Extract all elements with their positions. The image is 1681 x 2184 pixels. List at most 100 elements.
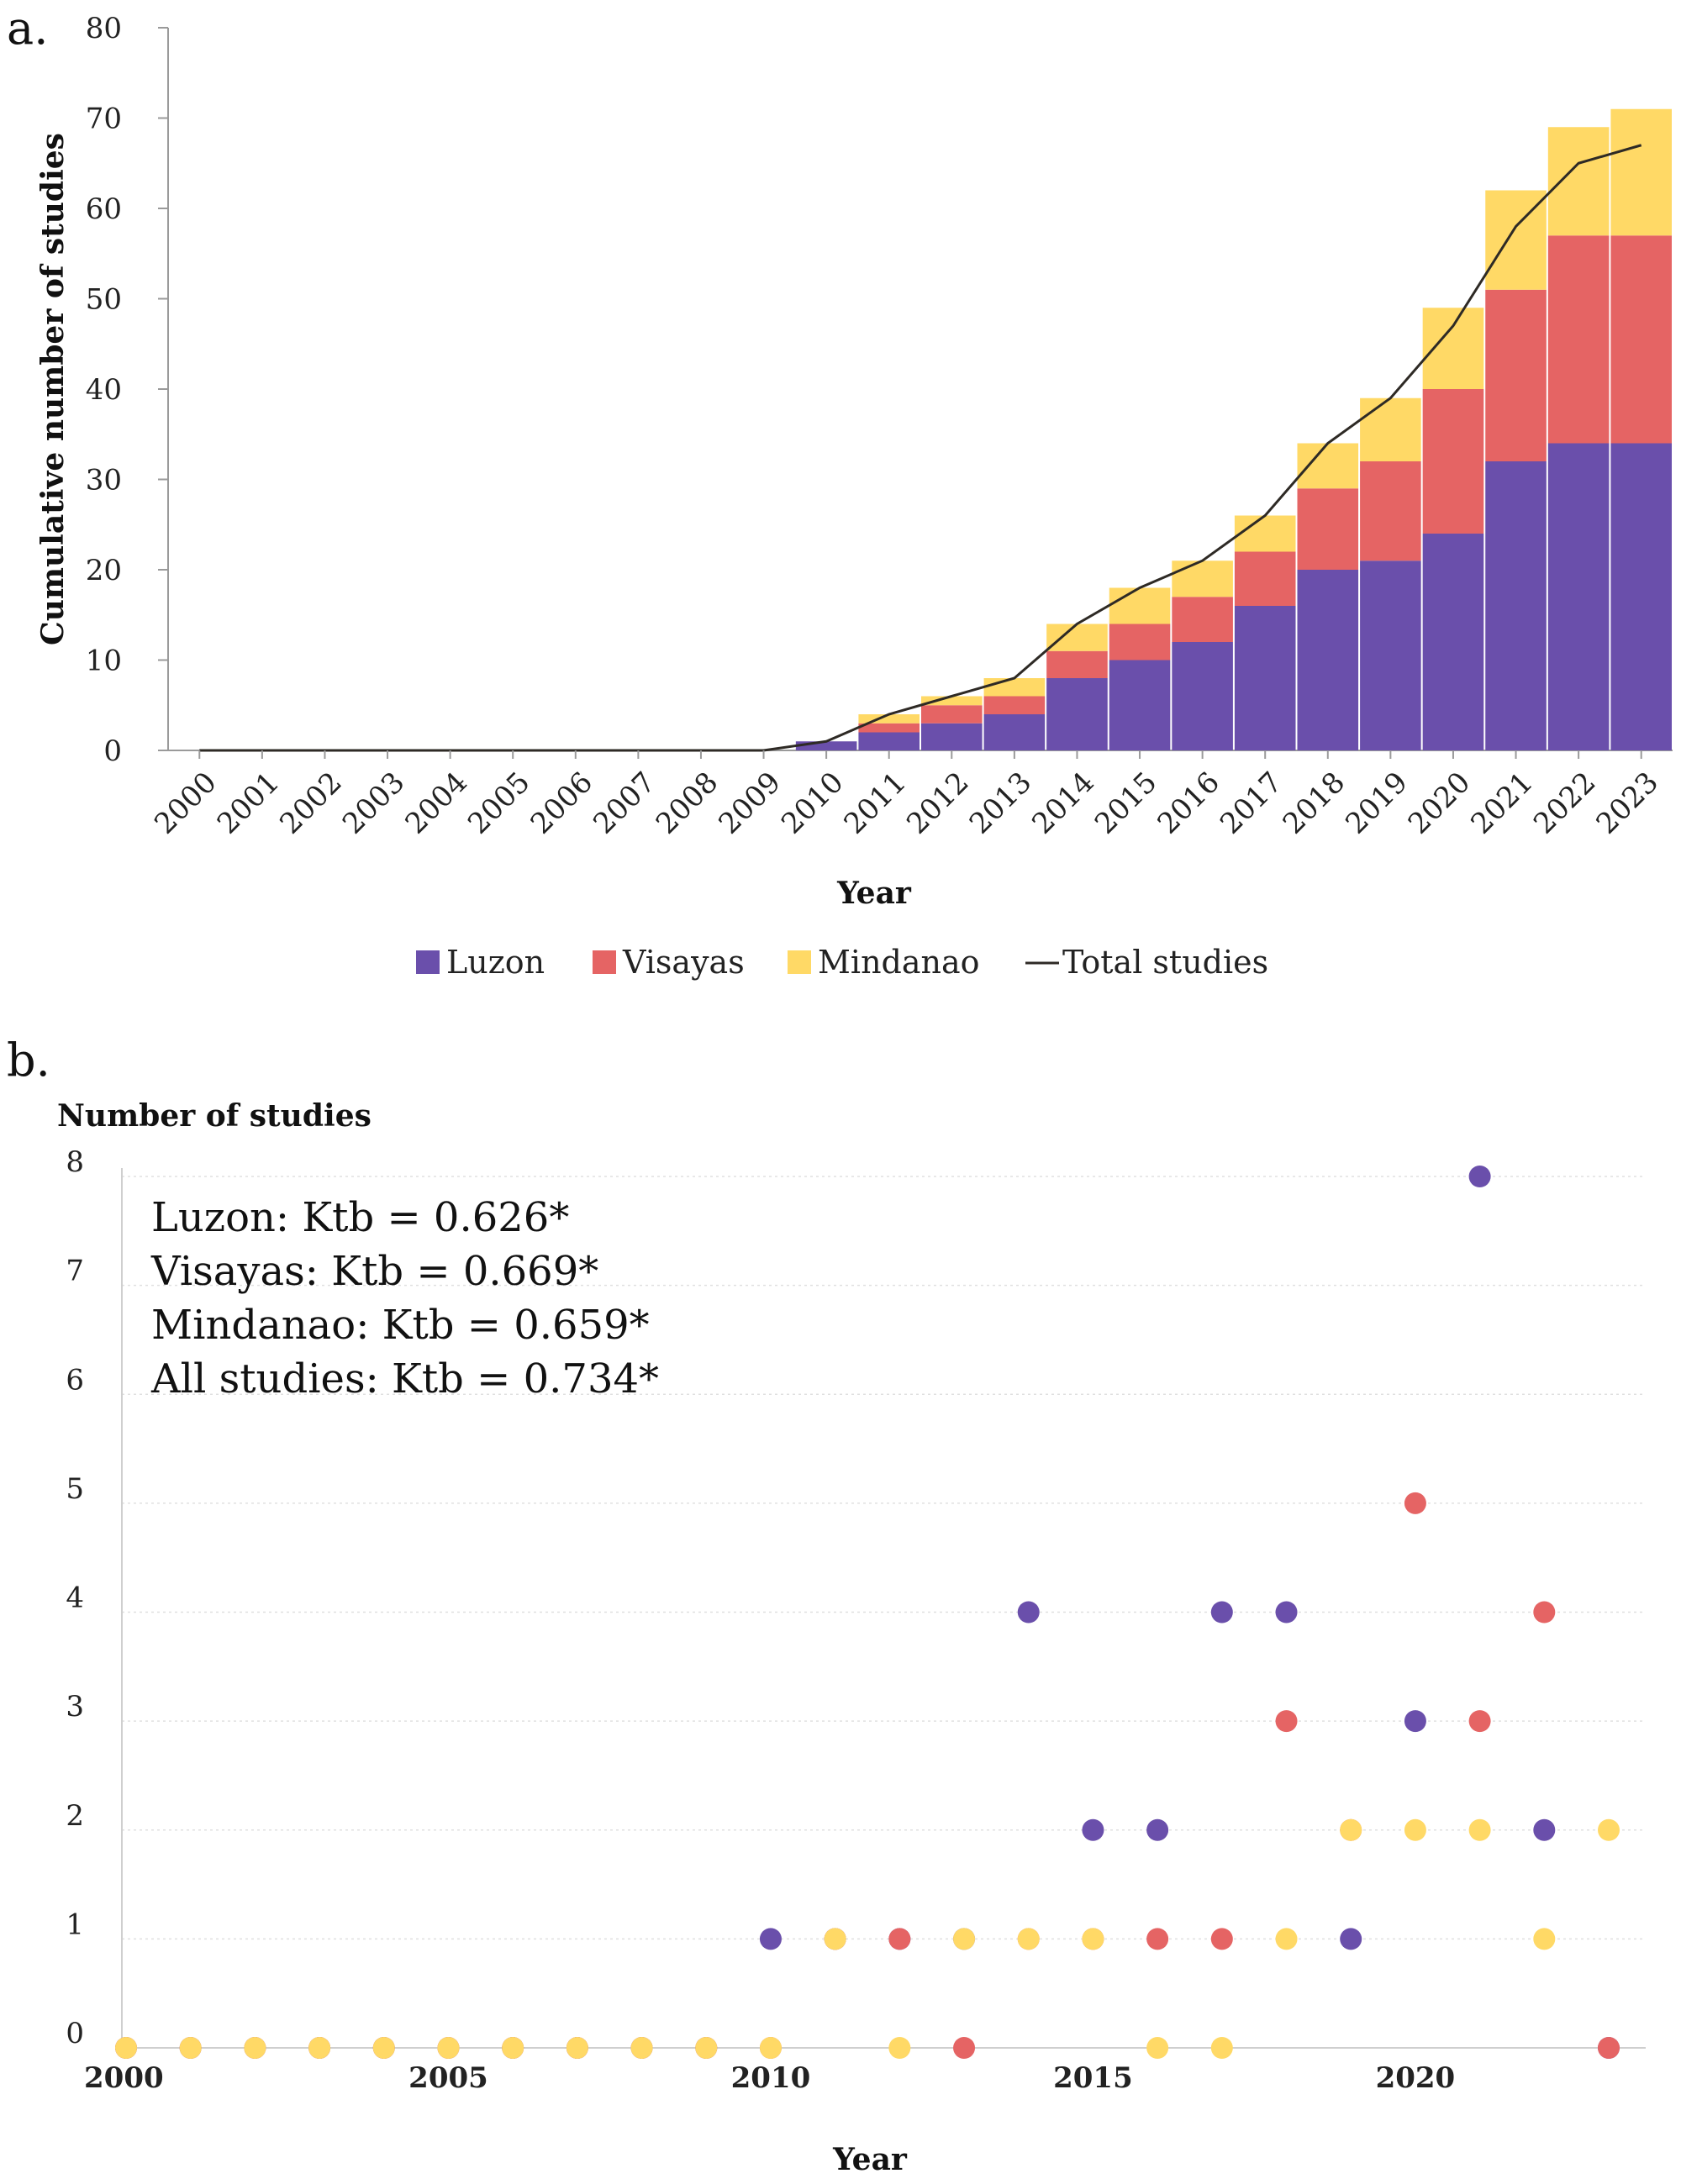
point-0-2014: [1017, 1601, 1040, 1624]
legend-swatch-mindanao: [788, 950, 811, 974]
point-2-2020: [1404, 1818, 1426, 1841]
x-tick-label: 2018: [1277, 766, 1352, 840]
bar-visayas-2014: [1046, 650, 1108, 678]
x-axis-title: Year: [832, 2142, 908, 2177]
y-tick-label: 40: [86, 373, 122, 407]
x-tick-label: 2015: [1088, 766, 1163, 840]
point-2-2012: [888, 2037, 911, 2059]
point-2-2013: [953, 1928, 976, 1950]
x-tick-label: 2015: [1053, 2061, 1133, 2095]
bar-luzon-2012: [921, 723, 983, 750]
point-2-2021: [1468, 1818, 1491, 1841]
point-2-2016: [1146, 2037, 1169, 2059]
point-2-2003: [308, 2037, 331, 2059]
bar-mindanao-2019: [1360, 397, 1421, 461]
point-0-2021: [1468, 1166, 1491, 1187]
x-tick-label: 2013: [963, 766, 1038, 840]
y-tick-label: 2: [66, 1799, 84, 1833]
bar-mindanao-2013: [983, 678, 1046, 697]
ktb-annotation: All studies: Ktb = 0.734*: [150, 1355, 659, 1402]
bar-visayas-2020: [1422, 389, 1484, 534]
bar-mindanao-2014: [1046, 624, 1108, 651]
bar-luzon-2018: [1297, 570, 1359, 750]
bar-luzon-2021: [1485, 461, 1547, 750]
bar-luzon-2022: [1547, 443, 1610, 750]
bar-visayas-2021: [1485, 289, 1547, 461]
point-2-2010: [759, 2037, 782, 2059]
point-2-2005: [437, 2037, 460, 2059]
bar-visayas-2013: [983, 696, 1046, 714]
bar-mindanao-2022: [1547, 127, 1610, 236]
point-0-2017: [1210, 1601, 1233, 1624]
bar-visayas-2016: [1172, 597, 1233, 642]
y-tick-label: 80: [86, 12, 122, 45]
y-tick-label: 0: [66, 2017, 84, 2050]
y-tick-label: 0: [103, 734, 122, 768]
x-tick-label: 2002: [273, 766, 348, 840]
x-tick-label: 2006: [524, 766, 599, 840]
bar-luzon-2014: [1046, 678, 1108, 750]
point-0-2019: [1340, 1928, 1362, 1950]
ktb-annotation: Visayas: Ktb = 0.669*: [150, 1248, 598, 1295]
legend-label: Luzon: [446, 944, 545, 981]
y-tick-label: 10: [86, 645, 122, 678]
x-tick-label: 2004: [399, 766, 474, 840]
x-tick-label: 2020: [1402, 766, 1477, 840]
point-1-2020: [1404, 1492, 1426, 1514]
bar-mindanao-2018: [1297, 443, 1359, 489]
y-tick-label: 7: [66, 1255, 84, 1288]
bar-visayas-2019: [1360, 461, 1421, 561]
point-2-2019: [1340, 1818, 1362, 1841]
point-2-2004: [372, 2037, 395, 2059]
point-0-2022: [1533, 1818, 1556, 1841]
bar-luzon-2019: [1360, 560, 1421, 750]
x-axis-title: Year: [836, 876, 912, 911]
point-2-2002: [244, 2037, 266, 2059]
panel-a-label: a.: [7, 2, 48, 55]
bar-luzon-2017: [1234, 606, 1296, 750]
y-tick-label: 20: [86, 554, 122, 587]
bar-visayas-2023: [1610, 235, 1672, 444]
bar-visayas-2017: [1234, 551, 1296, 606]
point-2-2000: [115, 2037, 137, 2059]
bar-luzon-2013: [983, 714, 1046, 750]
legend-swatch-visayas: [593, 950, 616, 974]
x-tick-label: 2003: [336, 766, 411, 840]
point-2-2023: [1598, 1818, 1620, 1841]
bar-mindanao-2012: [921, 696, 983, 706]
point-0-2018: [1275, 1601, 1298, 1624]
point-2-2007: [566, 2037, 588, 2059]
y-tick-label: 3: [66, 1690, 84, 1724]
x-tick-label: 2000: [148, 766, 223, 840]
x-tick-label: 2022: [1527, 766, 1602, 840]
point-2-2015: [1082, 1928, 1104, 1950]
x-tick-label: 2009: [712, 766, 787, 840]
bar-luzon-2016: [1172, 642, 1233, 750]
y-tick-label: 60: [86, 192, 122, 226]
x-tick-label: 2019: [1339, 766, 1414, 840]
point-0-2016: [1146, 1818, 1169, 1841]
y-tick-label: 4: [66, 1581, 84, 1615]
point-1-2016: [1146, 1928, 1169, 1950]
y-tick-label: 5: [66, 1472, 84, 1506]
bar-luzon-2010: [795, 741, 857, 750]
point-1-2023: [1598, 2037, 1620, 2059]
point-2-2006: [502, 2037, 524, 2059]
y-axis-title: Cumulative number of studies: [35, 133, 71, 645]
bar-mindanao-2023: [1610, 108, 1672, 236]
x-tick-label: 2017: [1214, 766, 1288, 840]
bar-visayas-2011: [858, 723, 920, 733]
point-1-2018: [1275, 1710, 1298, 1733]
x-tick-label: 2007: [587, 766, 661, 840]
bar-visayas-2015: [1109, 624, 1171, 660]
point-0-2020: [1404, 1710, 1426, 1733]
x-tick-label: 2020: [1376, 2061, 1456, 2095]
bar-mindanao-2020: [1422, 308, 1484, 389]
point-2-2022: [1533, 1928, 1556, 1950]
chart-b-title: Number of studies: [57, 1098, 372, 1134]
point-1-2022: [1533, 1601, 1556, 1624]
point-1-2021: [1468, 1710, 1491, 1733]
point-2-2008: [630, 2037, 653, 2059]
y-tick-label: 30: [86, 464, 122, 497]
point-2-2018: [1275, 1928, 1298, 1950]
